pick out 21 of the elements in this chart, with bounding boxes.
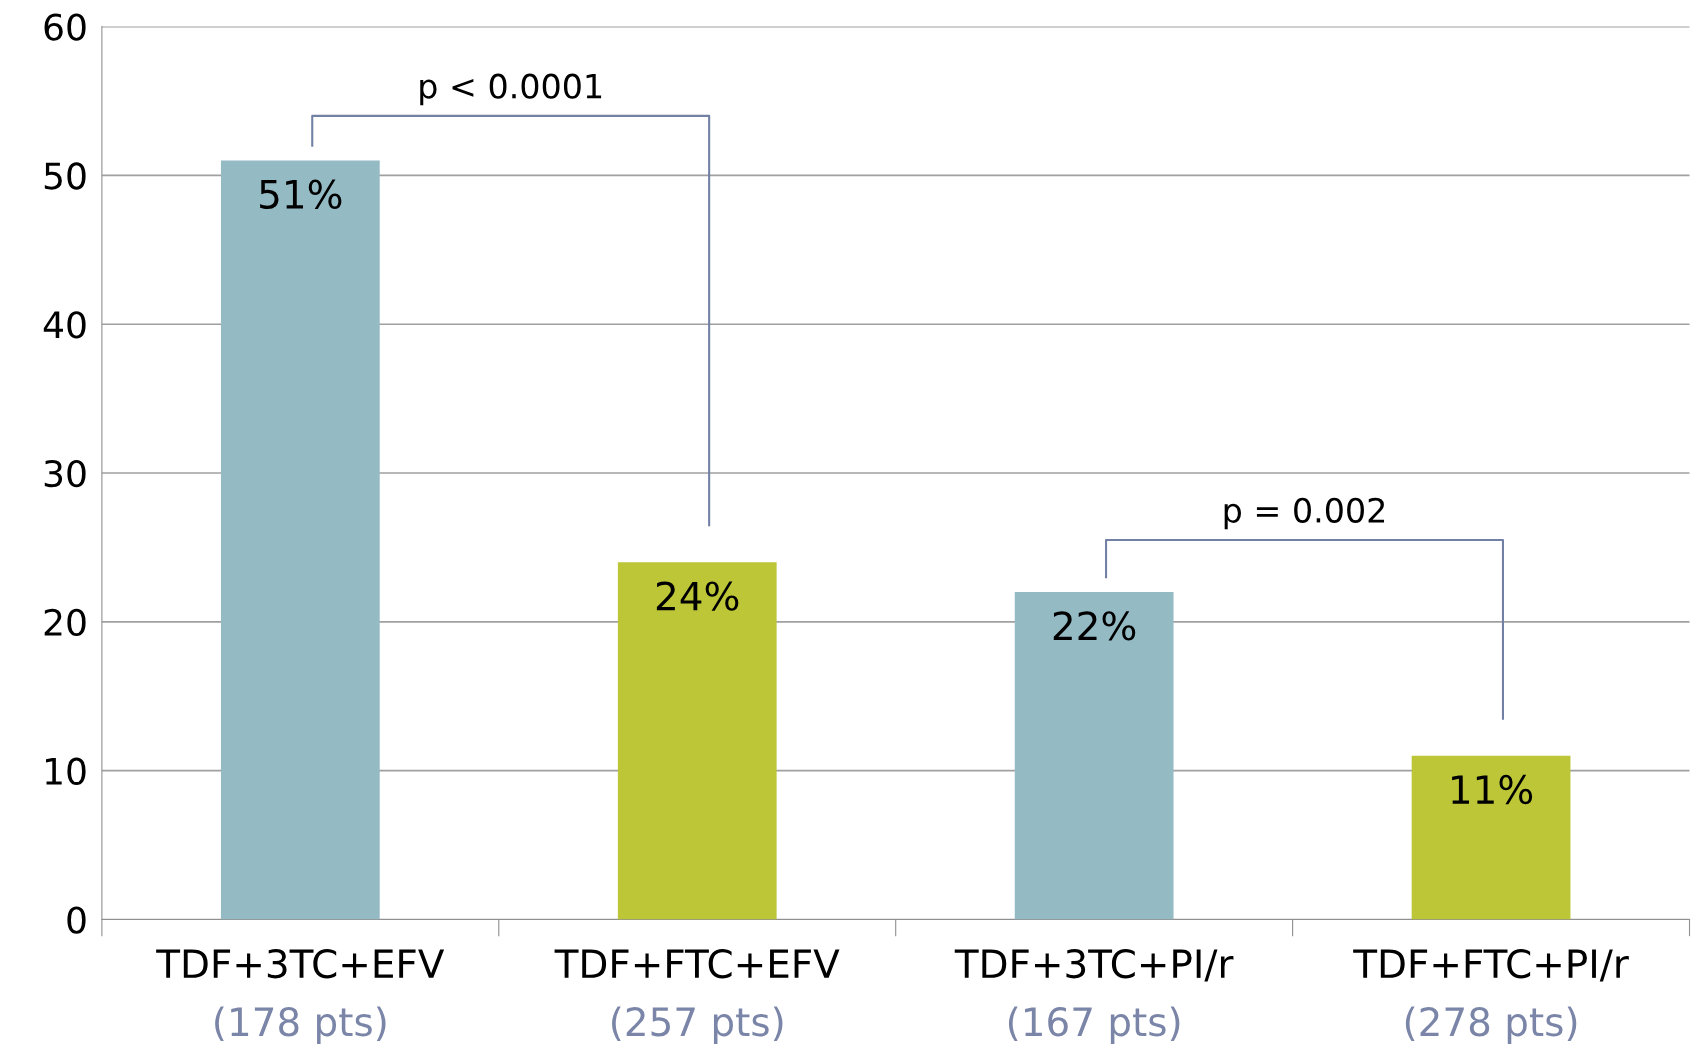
x-tick-label: TDF+FTC+EFV (257 pts) — [554, 948, 840, 1044]
bar — [220, 160, 380, 920]
y-tick-label: 30 — [44, 459, 86, 488]
data-label: 22% — [1053, 611, 1136, 641]
y-tick-label: 10 — [46, 757, 86, 785]
data-label: 24% — [656, 581, 739, 611]
bar — [1411, 755, 1571, 920]
y-tick-label: 60 — [44, 13, 86, 41]
bar — [1014, 592, 1174, 920]
bar — [617, 562, 777, 920]
annotation: p < 0.0001 — [420, 73, 602, 106]
data-label: 51% — [260, 179, 342, 209]
x-tick-label: TDF+3TC+PI/r (167 pts) — [954, 948, 1234, 1044]
x-tick-label: TDF+FTC+PI/r (278 pts) — [1353, 948, 1629, 1044]
y-tick-label: 40 — [43, 311, 86, 339]
y-tick-label: 0 — [67, 906, 86, 934]
x-tick-label: TDF+3TC+EFV (178 pts) — [156, 948, 445, 1044]
annotation: p = 0.002 — [1224, 497, 1385, 530]
y-tick-label: 50 — [44, 162, 86, 190]
y-tick-label: 20 — [44, 608, 86, 637]
data-label: 11% — [1452, 774, 1533, 805]
